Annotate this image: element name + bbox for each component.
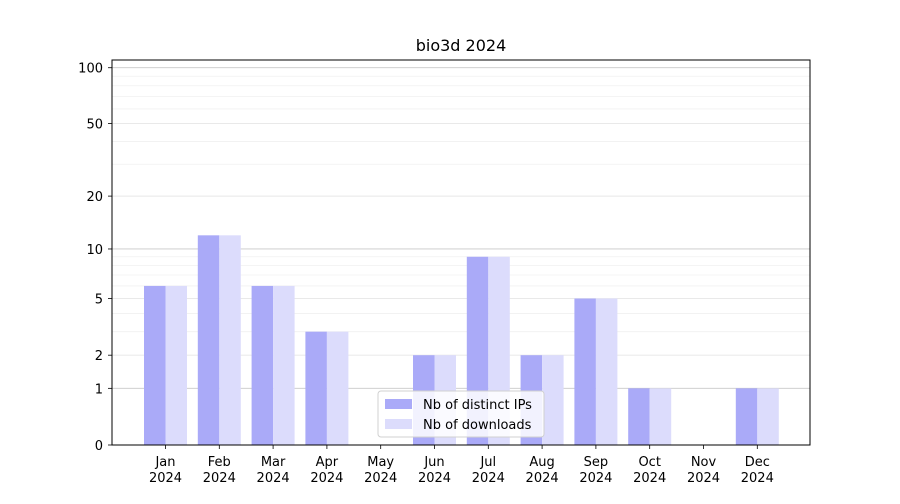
y-tick-label: 10 (86, 243, 103, 258)
x-tick-label: Nov (691, 455, 717, 470)
x-tick-label: Jan (154, 455, 175, 470)
y-tick-label: 2 (95, 349, 103, 364)
chart-title: bio3d 2024 (416, 36, 507, 55)
x-tick-label: 2024 (472, 471, 505, 486)
legend-swatch (385, 399, 412, 409)
bar-downloads (219, 235, 241, 445)
x-tick-label: Oct (638, 455, 660, 470)
x-tick-label: Mar (261, 455, 286, 470)
x-tick-label: 2024 (526, 471, 559, 486)
plot-frame (111, 59, 811, 446)
y-tick-label: 0 (95, 439, 103, 454)
x-tick-label: 2024 (149, 471, 182, 486)
legend-swatch (385, 419, 412, 429)
legend: Nb of distinct IPs Nb of downloads (377, 390, 545, 438)
x-tick-label: 2024 (741, 471, 774, 486)
bar-distinct-ips (197, 235, 220, 445)
x-tick-label: 2024 (633, 471, 666, 486)
legend-box (377, 390, 545, 438)
x-tick-label: 2024 (364, 471, 397, 486)
y-tick-label: 20 (86, 190, 103, 205)
y-tick-label: 5 (95, 293, 103, 308)
x-tick-label: Dec (745, 455, 770, 470)
bar-distinct-ips (251, 285, 274, 445)
x-tick-label: 2024 (203, 471, 236, 486)
x-tick-label: 2024 (257, 471, 290, 486)
x-tick-label: Aug (529, 455, 554, 470)
bar-downloads (649, 388, 672, 445)
x-tick-label: May (367, 455, 394, 470)
bar-downloads (165, 285, 187, 445)
y-tick-label: 100 (78, 62, 103, 77)
bar-distinct-ips (144, 285, 166, 445)
x-tick-label: Jun (423, 455, 444, 470)
x-tick-label: 2024 (687, 471, 720, 486)
x-tick-label: Jul (479, 455, 496, 470)
bar-downloads (326, 331, 349, 445)
x-tick-label: 2024 (579, 471, 612, 486)
bar-distinct-ips (735, 388, 758, 445)
bar-distinct-ips (305, 331, 327, 445)
bar-distinct-ips (628, 388, 650, 445)
x-tick-label: Apr (316, 455, 339, 470)
x-tick-label: 2024 (418, 471, 451, 486)
bar-downloads (542, 355, 564, 445)
legend-label: Nb of downloads (423, 418, 532, 433)
bar-distinct-ips (574, 298, 596, 445)
bar-downloads (757, 388, 779, 445)
bar-downloads (273, 285, 295, 445)
legend-label: Nb of distinct IPs (423, 398, 532, 413)
axes: 0125102050100Jan2024Feb2024Mar2024Apr202… (78, 59, 811, 486)
bar-downloads (595, 298, 618, 445)
x-tick-label: 2024 (310, 471, 343, 486)
y-tick-label: 1 (95, 382, 103, 397)
y-tick-label: 50 (86, 118, 103, 133)
x-tick-label: Feb (208, 455, 231, 470)
x-tick-label: Sep (584, 455, 609, 470)
